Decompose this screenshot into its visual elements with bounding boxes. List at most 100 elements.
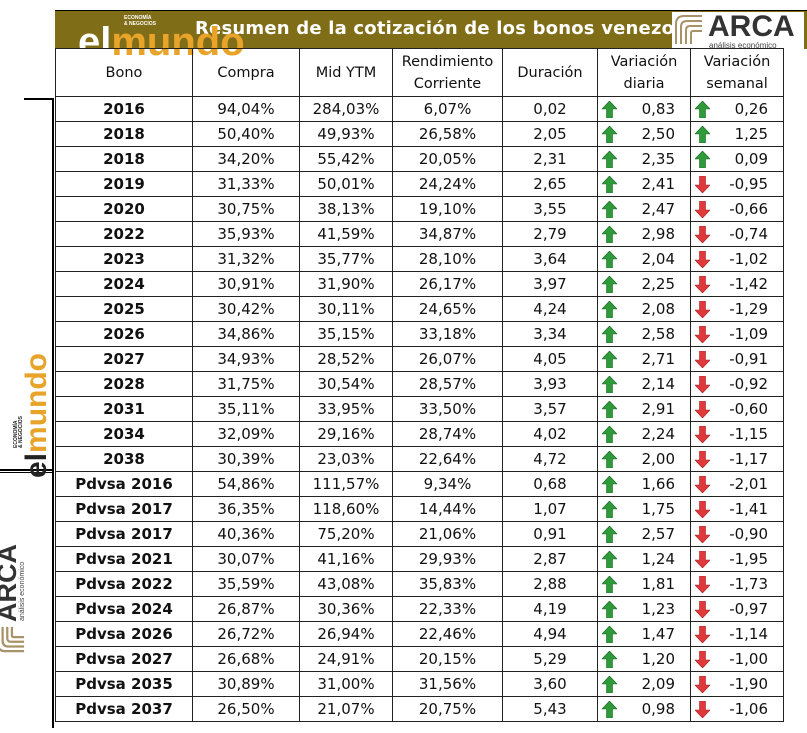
cell-bono: 2016 <box>55 96 193 122</box>
cell-compra: 30,89% <box>192 671 300 697</box>
cell-variacion-diaria: 2,91 <box>597 396 691 422</box>
cell-mid-ytm: 28,52% <box>299 346 393 372</box>
variacion-semanal-value: -1,73 <box>729 575 768 593</box>
side-divider <box>52 98 54 728</box>
elmundo-logo-tagline: ECONOMÍA & NEGOCIOS <box>124 15 156 27</box>
arrow-down-icon <box>694 450 711 469</box>
variacion-diaria-value: 0,83 <box>641 100 675 118</box>
cell-variacion-semanal: -0,66 <box>690 196 784 222</box>
table-row: Pdvsa 2021 30,07% 41,16% 29,93% 2,87 1,24 -1,9… <box>55 546 784 572</box>
cell-variacion-semanal: -1,09 <box>690 321 784 347</box>
arrow-up-icon <box>601 550 618 569</box>
arrow-up-icon <box>694 100 711 119</box>
cell-variacion-diaria: 2,14 <box>597 371 691 397</box>
cell-mid-ytm: 43,08% <box>299 571 393 597</box>
cell-duracion: 2,79 <box>502 221 598 247</box>
arrow-up-icon <box>601 200 618 219</box>
cell-duracion: 2,31 <box>502 146 598 172</box>
bonds-table-wrapper: Bono Compra Mid YTM Rendimiento Corriente… <box>55 48 807 724</box>
cell-variacion-semanal: -2,01 <box>690 471 784 497</box>
variacion-diaria-value: 2,14 <box>641 375 675 393</box>
table-row: 2024 30,91% 31,90% 26,17% 3,97 2,25 -1,42 <box>55 271 784 297</box>
variacion-semanal-value: -1,02 <box>729 250 768 268</box>
arrow-down-icon <box>694 375 711 394</box>
cell-variacion-semanal: -1,90 <box>690 671 784 697</box>
cell-mid-ytm: 24,91% <box>299 646 393 672</box>
cell-mid-ytm: 50,01% <box>299 171 393 197</box>
cell-bono: Pdvsa 2037 <box>55 696 193 722</box>
bonds-table: Bono Compra Mid YTM Rendimiento Corriente… <box>55 48 784 722</box>
cell-variacion-diaria: 2,50 <box>597 121 691 147</box>
variacion-semanal-value: -1,29 <box>729 300 768 318</box>
cell-variacion-diaria: 0,98 <box>597 696 691 722</box>
table-row: Pdvsa 2022 35,59% 43,08% 35,83% 2,88 1,81 -1,7… <box>55 571 784 597</box>
cell-variacion-semanal: -1,95 <box>690 546 784 572</box>
column-header-duracion: Duración <box>502 48 598 97</box>
cell-rendimiento: 29,93% <box>392 546 503 572</box>
variacion-semanal-value: -0,66 <box>729 200 768 218</box>
cell-mid-ytm: 29,16% <box>299 421 393 447</box>
cell-duracion: 1,07 <box>502 496 598 522</box>
cell-compra: 30,39% <box>192 446 300 472</box>
cell-variacion-diaria: 2,41 <box>597 171 691 197</box>
variacion-semanal-value: -1,09 <box>729 325 768 343</box>
cell-compra: 50,40% <box>192 121 300 147</box>
arrow-up-icon <box>601 300 618 319</box>
cell-bono: 2031 <box>55 396 193 422</box>
cell-rendimiento: 28,57% <box>392 371 503 397</box>
variacion-semanal-value: -0,91 <box>729 350 768 368</box>
variacion-semanal-value: 0,09 <box>734 150 768 168</box>
cell-duracion: 3,57 <box>502 396 598 422</box>
column-header-variacion-diaria: Variación diaria <box>597 48 691 97</box>
page-title: Resumen de la cotización de los bonos ve… <box>195 18 730 39</box>
cell-rendimiento: 22,33% <box>392 596 503 622</box>
arrow-down-icon <box>694 700 711 719</box>
cell-compra: 26,50% <box>192 696 300 722</box>
variacion-diaria-value: 1,75 <box>641 500 675 518</box>
cell-compra: 26,72% <box>192 621 300 647</box>
variacion-semanal-value: -1,00 <box>729 650 768 668</box>
cell-mid-ytm: 30,36% <box>299 596 393 622</box>
arrow-up-icon <box>601 350 618 369</box>
cell-variacion-diaria: 2,58 <box>597 321 691 347</box>
cell-variacion-semanal: -1,17 <box>690 446 784 472</box>
cell-variacion-semanal: -1,14 <box>690 621 784 647</box>
cell-mid-ytm: 118,60% <box>299 496 393 522</box>
column-header-variacion-semanal: Variación semanal <box>690 48 784 97</box>
cell-rendimiento: 34,87% <box>392 221 503 247</box>
cell-compra: 31,33% <box>192 171 300 197</box>
cell-bono: 2038 <box>55 446 193 472</box>
cell-bono: Pdvsa 2017 <box>55 496 193 522</box>
variacion-semanal-value: 0,26 <box>734 100 768 118</box>
arrow-up-icon <box>601 250 618 269</box>
cell-duracion: 0,02 <box>502 96 598 122</box>
variacion-diaria-value: 1,81 <box>641 575 675 593</box>
cell-mid-ytm: 41,16% <box>299 546 393 572</box>
arrow-up-icon <box>601 125 618 144</box>
arca-emblem-icon <box>674 14 704 46</box>
variacion-diaria-value: 2,25 <box>641 275 675 293</box>
cell-rendimiento: 14,44% <box>392 496 503 522</box>
cell-variacion-semanal: -1,02 <box>690 246 784 272</box>
cell-bono: Pdvsa 2024 <box>55 596 193 622</box>
cell-mid-ytm: 35,15% <box>299 321 393 347</box>
arrow-up-icon <box>601 400 618 419</box>
variacion-diaria-value: 2,58 <box>641 325 675 343</box>
cell-compra: 31,75% <box>192 371 300 397</box>
cell-bono: Pdvsa 2022 <box>55 571 193 597</box>
section-divider <box>0 469 54 471</box>
arrow-down-icon <box>694 275 711 294</box>
cell-compra: 26,87% <box>192 596 300 622</box>
cell-variacion-diaria: 2,09 <box>597 671 691 697</box>
cell-rendimiento: 26,58% <box>392 121 503 147</box>
cell-rendimiento: 33,50% <box>392 396 503 422</box>
variacion-semanal-value: -1,95 <box>729 550 768 568</box>
cell-rendimiento: 22,64% <box>392 446 503 472</box>
variacion-diaria-value: 2,57 <box>641 525 675 543</box>
cell-mid-ytm: 75,20% <box>299 521 393 547</box>
cell-compra: 32,09% <box>192 421 300 447</box>
cell-duracion: 2,87 <box>502 546 598 572</box>
arrow-up-icon <box>601 525 618 544</box>
variacion-diaria-value: 2,35 <box>641 150 675 168</box>
variacion-semanal-value: -1,90 <box>729 675 768 693</box>
